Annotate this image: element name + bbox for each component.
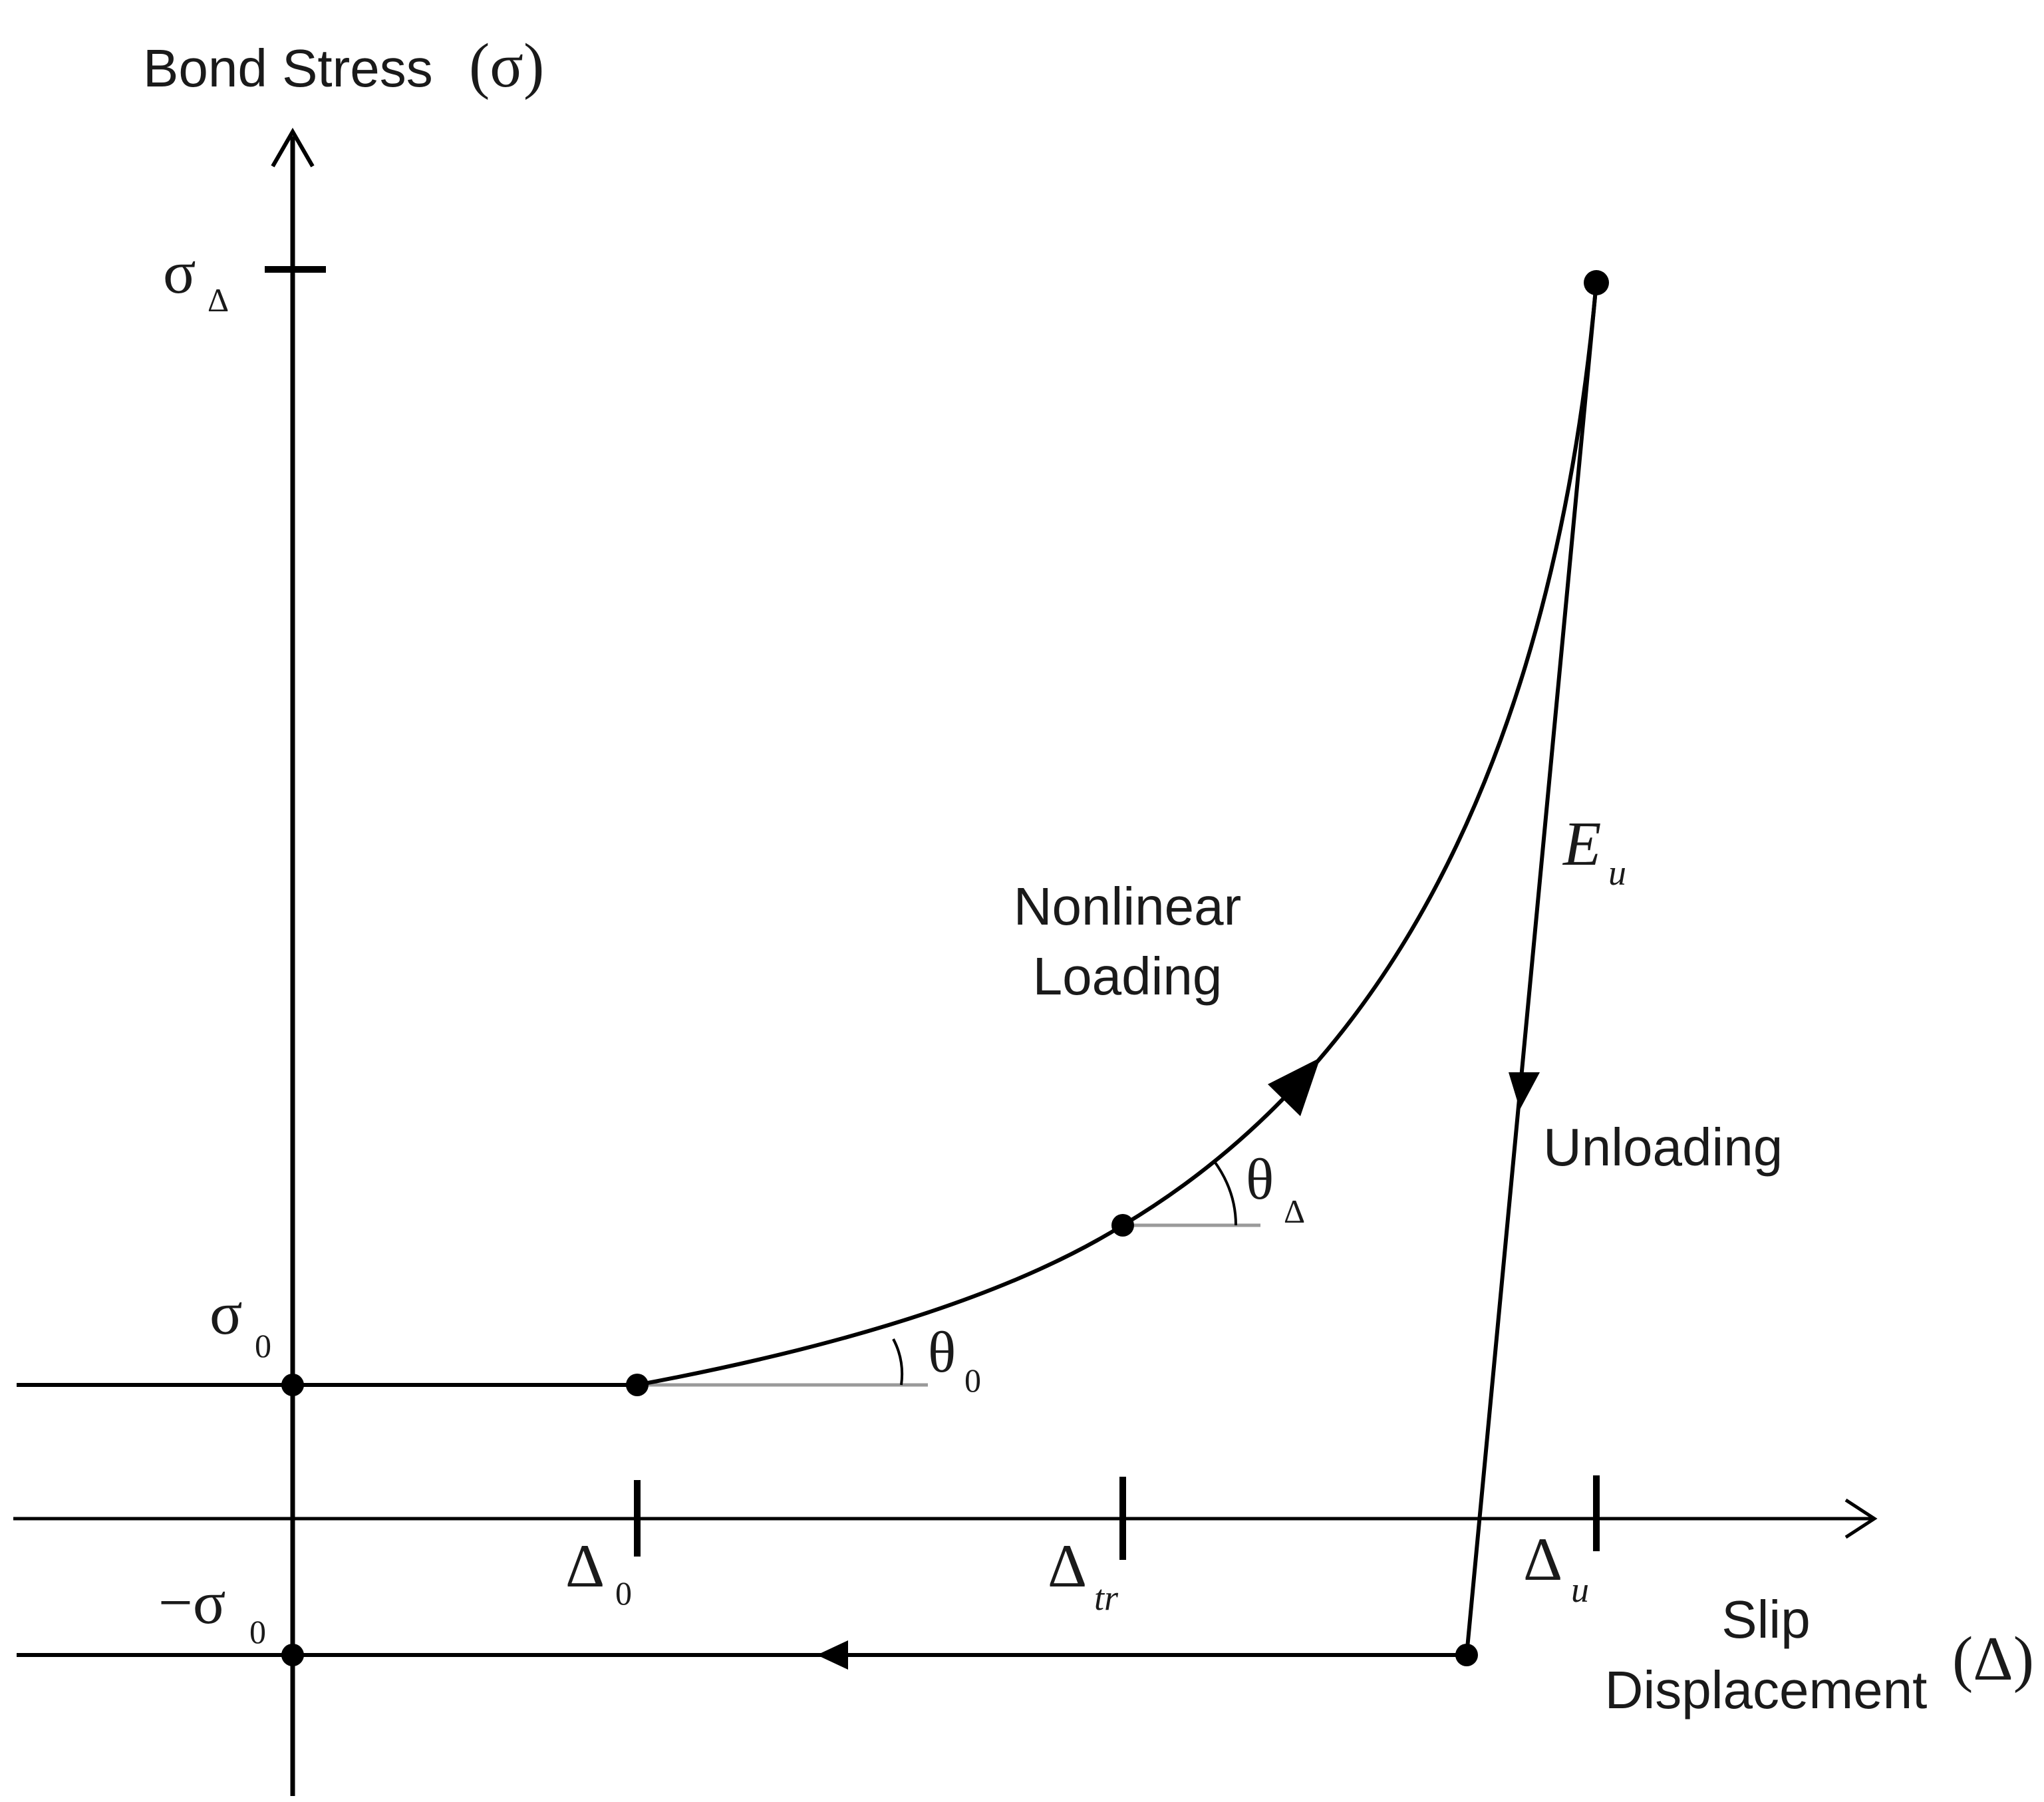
unloading-modulus-label: E (1562, 810, 1601, 879)
x-tick-label-delta-tr-sub: tr (1094, 1578, 1119, 1618)
y-axis-arrowhead (271, 127, 315, 168)
x-tick-label-delta-tr: Δ (1048, 1532, 1087, 1600)
x-axis-title-line2: Displacement (1605, 1660, 1928, 1720)
y-axis-title: Bond Stress (143, 39, 433, 98)
y-axis-title-symbol: (σ) (469, 31, 544, 100)
x-axis-title-line1: Slip (1721, 1590, 1810, 1649)
theta-delta-arc (1213, 1159, 1237, 1226)
unloading-label: Unloading (1543, 1118, 1783, 1177)
y-tick-label-neg-sigma-0-sub: 0 (249, 1613, 266, 1650)
reverse-direction-arrowhead (817, 1640, 848, 1670)
x-tick-label-delta-u-sub: u (1571, 1570, 1589, 1610)
x-tick-label-delta-u: Δ (1523, 1525, 1562, 1593)
nonlinear-loading-curve (637, 282, 1598, 1387)
x-tick-label-delta-0-sub: 0 (615, 1575, 632, 1612)
y-tick-label-sigma-0: σ (210, 1279, 243, 1347)
point-neg-sigma-0-on-axis (281, 1644, 304, 1666)
x-tick-label-delta-0: Δ (565, 1532, 605, 1600)
y-tick-label-sigma-delta: σ (163, 238, 196, 306)
unloading-line (1465, 282, 1598, 1656)
x-axis-arrowhead (1844, 1498, 1878, 1539)
loading-direction-arrowhead (1268, 1058, 1320, 1116)
point-sigma-0-on-axis (281, 1374, 304, 1396)
point-delta-tr-transition (1111, 1214, 1134, 1237)
theta-delta-label-sub: Δ (1284, 1193, 1305, 1230)
x-axis-title-symbol: (Δ) (1952, 1624, 2034, 1694)
point-delta-0-start (626, 1374, 649, 1396)
point-peak-stress (1584, 270, 1609, 295)
theta-delta-label: θ (1246, 1147, 1274, 1212)
nonlinear-loading-label-line2: Loading (1033, 947, 1223, 1006)
theta-0-label: θ (928, 1320, 956, 1385)
key-points (281, 270, 1609, 1666)
x-axis (13, 1498, 1878, 1539)
point-unloading-end (1455, 1644, 1478, 1666)
y-tick-label-sigma-delta-sub: Δ (208, 281, 229, 319)
theta-0-label-sub: 0 (964, 1362, 981, 1399)
y-tick-label-sigma-0-sub: 0 (255, 1327, 271, 1364)
unloading-direction-arrowhead (1509, 1072, 1540, 1110)
theta-0-arc (892, 1338, 904, 1386)
unloading-modulus-label-sub: u (1608, 853, 1626, 893)
nonlinear-loading-label-line1: Nonlinear (1014, 877, 1241, 936)
y-axis (271, 127, 315, 1796)
y-tick-label-neg-sigma-0: −σ (158, 1569, 225, 1636)
